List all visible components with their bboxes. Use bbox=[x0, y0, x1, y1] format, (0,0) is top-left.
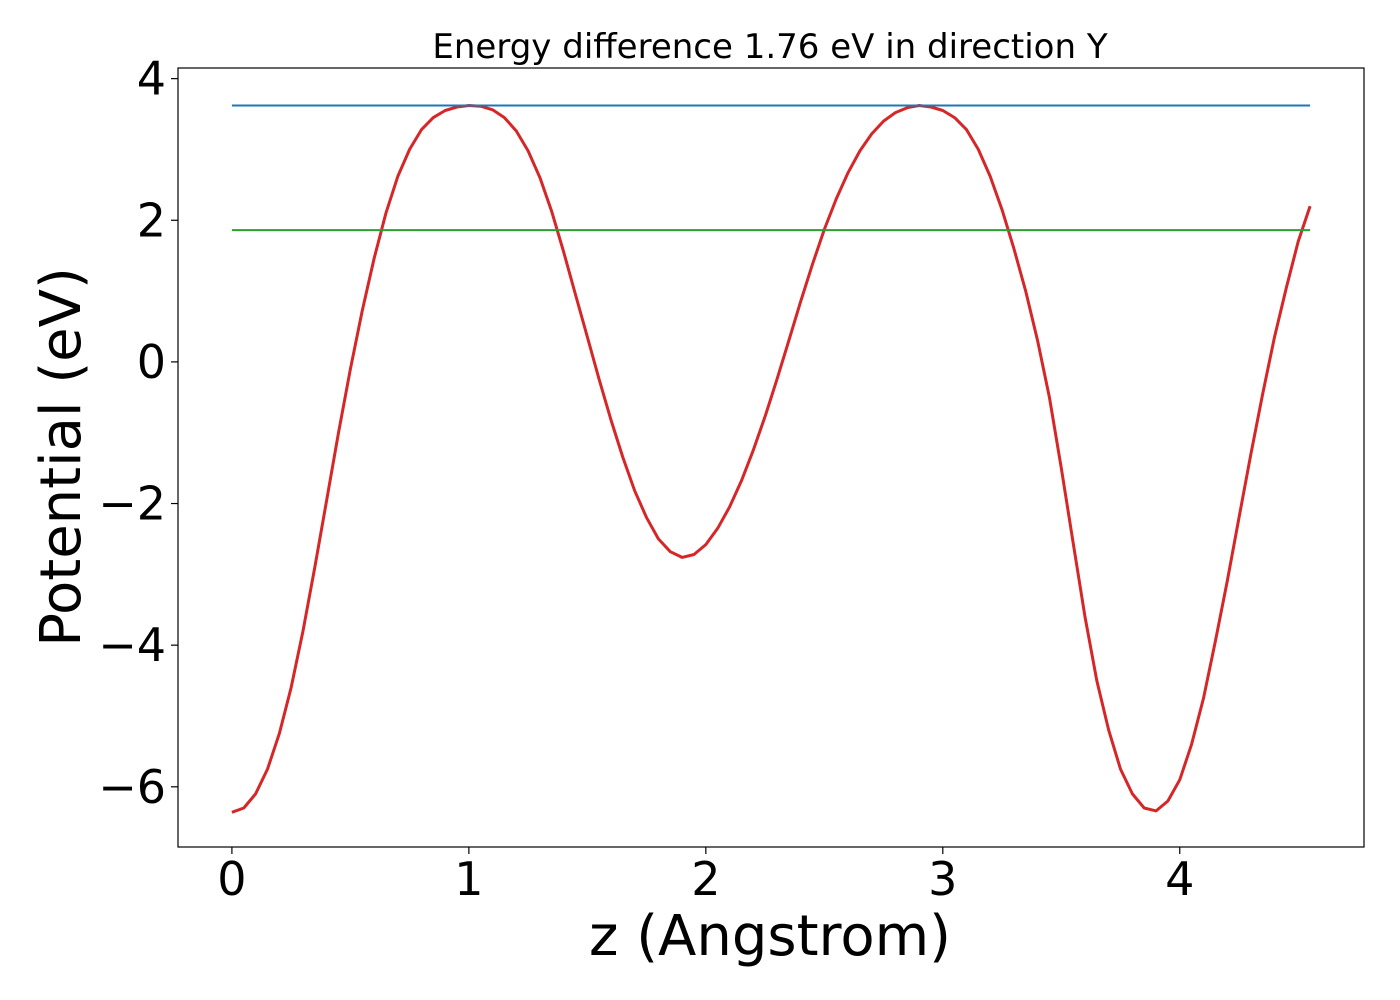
y-tick-label: −2 bbox=[98, 477, 166, 531]
y-tick-label: 0 bbox=[137, 335, 166, 389]
y-tick-label: 4 bbox=[137, 52, 166, 106]
axes-frame bbox=[177, 67, 1365, 848]
x-axis-label: z (Angstrom) bbox=[589, 904, 951, 969]
ticks: 0 1 2 3 4 −6 −4 −2 0 2 4 bbox=[98, 52, 1194, 906]
potential-curve bbox=[231, 104, 1312, 814]
y-tick-label: −4 bbox=[98, 618, 166, 672]
x-tick-label: 3 bbox=[928, 852, 957, 906]
y-tick-label: −6 bbox=[98, 760, 166, 814]
x-tick-label: 2 bbox=[691, 852, 720, 906]
x-tick-label: 4 bbox=[1165, 852, 1194, 906]
x-tick-label: 1 bbox=[454, 852, 483, 906]
y-tick-label: 2 bbox=[137, 193, 166, 247]
y-axis-label: Potential (eV) bbox=[29, 267, 94, 647]
x-tick-label: 0 bbox=[217, 852, 246, 906]
plot-area bbox=[231, 104, 1312, 814]
chart-title: Energy difference 1.76 eV in direction Y bbox=[432, 27, 1107, 67]
